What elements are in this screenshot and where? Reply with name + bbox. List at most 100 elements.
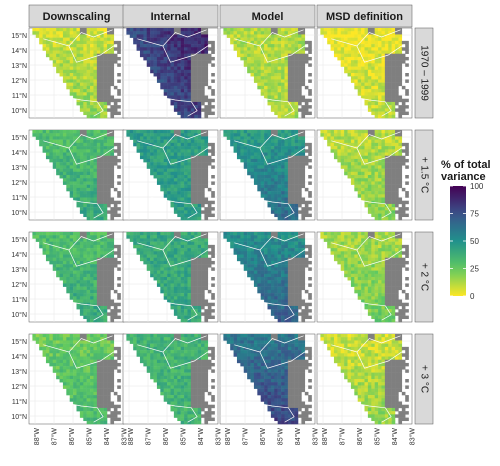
border-line — [248, 197, 295, 219]
variance-cell — [371, 44, 375, 48]
land-cell — [190, 175, 195, 179]
variance-cell — [371, 101, 375, 106]
variance-cell — [83, 267, 87, 271]
variance-cell — [66, 53, 70, 58]
variance-cell — [274, 56, 278, 61]
variance-cell — [76, 277, 81, 281]
land-cell — [100, 277, 104, 281]
variance-cell — [333, 152, 338, 156]
variance-cell — [107, 50, 111, 54]
variance-cell — [177, 312, 181, 316]
land-cell — [113, 98, 118, 103]
variance-cell — [320, 28, 325, 32]
variance-cell — [374, 133, 379, 137]
variance-cell — [291, 105, 295, 109]
variance-cell — [201, 241, 205, 246]
land-cell — [207, 155, 212, 160]
variance-cell — [59, 69, 64, 74]
land-cell — [204, 79, 209, 83]
variance-cell — [73, 82, 77, 87]
variance-cell — [274, 184, 278, 189]
variance-cell — [150, 251, 154, 255]
variance-cell — [277, 184, 282, 189]
variance-cell — [398, 37, 403, 42]
variance-cell — [103, 130, 108, 134]
variance-cell — [381, 181, 386, 185]
variance-cell — [49, 142, 53, 147]
variance-cell — [180, 85, 185, 90]
land-cell — [405, 44, 409, 48]
variance-cell — [83, 238, 87, 242]
variance-cell — [93, 197, 98, 201]
variance-cell — [90, 130, 94, 134]
variance-cell — [257, 47, 261, 51]
land-cell — [110, 178, 115, 182]
variance-cell — [284, 197, 289, 201]
land-cell — [298, 210, 302, 214]
variance-cell — [177, 73, 181, 77]
variance-cell — [354, 171, 358, 176]
variance-cell — [270, 63, 275, 67]
variance-cell — [66, 251, 70, 255]
land-cell — [107, 82, 111, 87]
variance-cell — [277, 28, 282, 32]
land-cell — [79, 28, 84, 32]
variance-cell — [100, 139, 104, 144]
land-cell — [388, 171, 392, 176]
land-cell — [304, 108, 309, 112]
variance-cell — [367, 203, 372, 208]
variance-cell — [187, 232, 192, 236]
variance-cell — [187, 280, 192, 284]
land-cell — [405, 200, 409, 205]
land-cell — [211, 293, 215, 297]
variance-cell — [287, 133, 292, 137]
land-cell — [301, 181, 306, 185]
variance-cell — [184, 108, 188, 112]
variance-cell — [100, 238, 104, 242]
variance-cell — [42, 34, 47, 38]
variance-cell — [294, 210, 299, 214]
variance-cell — [184, 73, 188, 77]
variance-cell — [90, 289, 94, 294]
variance-cell — [66, 264, 70, 268]
land-cell — [96, 168, 101, 173]
variance-cell — [69, 171, 74, 176]
variance-cell — [79, 95, 84, 99]
variance-cell — [187, 293, 192, 297]
variance-cell — [59, 264, 64, 268]
variance-cell — [160, 162, 164, 166]
variance-cell — [170, 194, 175, 198]
variance-cell — [143, 47, 147, 51]
variance-cell — [79, 142, 84, 147]
variance-cell — [384, 136, 389, 140]
land-cell — [294, 200, 299, 205]
variance-cell — [253, 40, 258, 45]
variance-cell — [150, 139, 154, 144]
land-cell — [294, 162, 299, 166]
land-cell — [211, 194, 215, 198]
variance-cell — [167, 133, 171, 137]
variance-cell — [364, 175, 369, 179]
variance-cell — [247, 60, 251, 64]
variance-cell — [184, 28, 188, 32]
variance-cell — [378, 158, 382, 163]
variance-cell — [294, 213, 299, 218]
variance-cell — [103, 152, 108, 156]
variance-cell — [357, 56, 362, 61]
variance-cell — [378, 79, 382, 83]
variance-cell — [243, 235, 248, 239]
variance-cell — [374, 105, 379, 109]
variance-cell — [133, 133, 137, 137]
variance-cell — [243, 28, 248, 32]
variance-cell — [350, 130, 355, 134]
land-cell — [113, 260, 118, 265]
variance-cell — [49, 56, 53, 61]
variance-cell — [83, 44, 87, 48]
variance-cell — [247, 66, 251, 71]
variance-cell — [347, 69, 352, 74]
variance-cell — [110, 152, 115, 156]
variance-cell — [163, 168, 168, 173]
variance-cell — [367, 47, 372, 51]
variance-cell — [330, 44, 335, 48]
variance-cell — [62, 136, 67, 140]
